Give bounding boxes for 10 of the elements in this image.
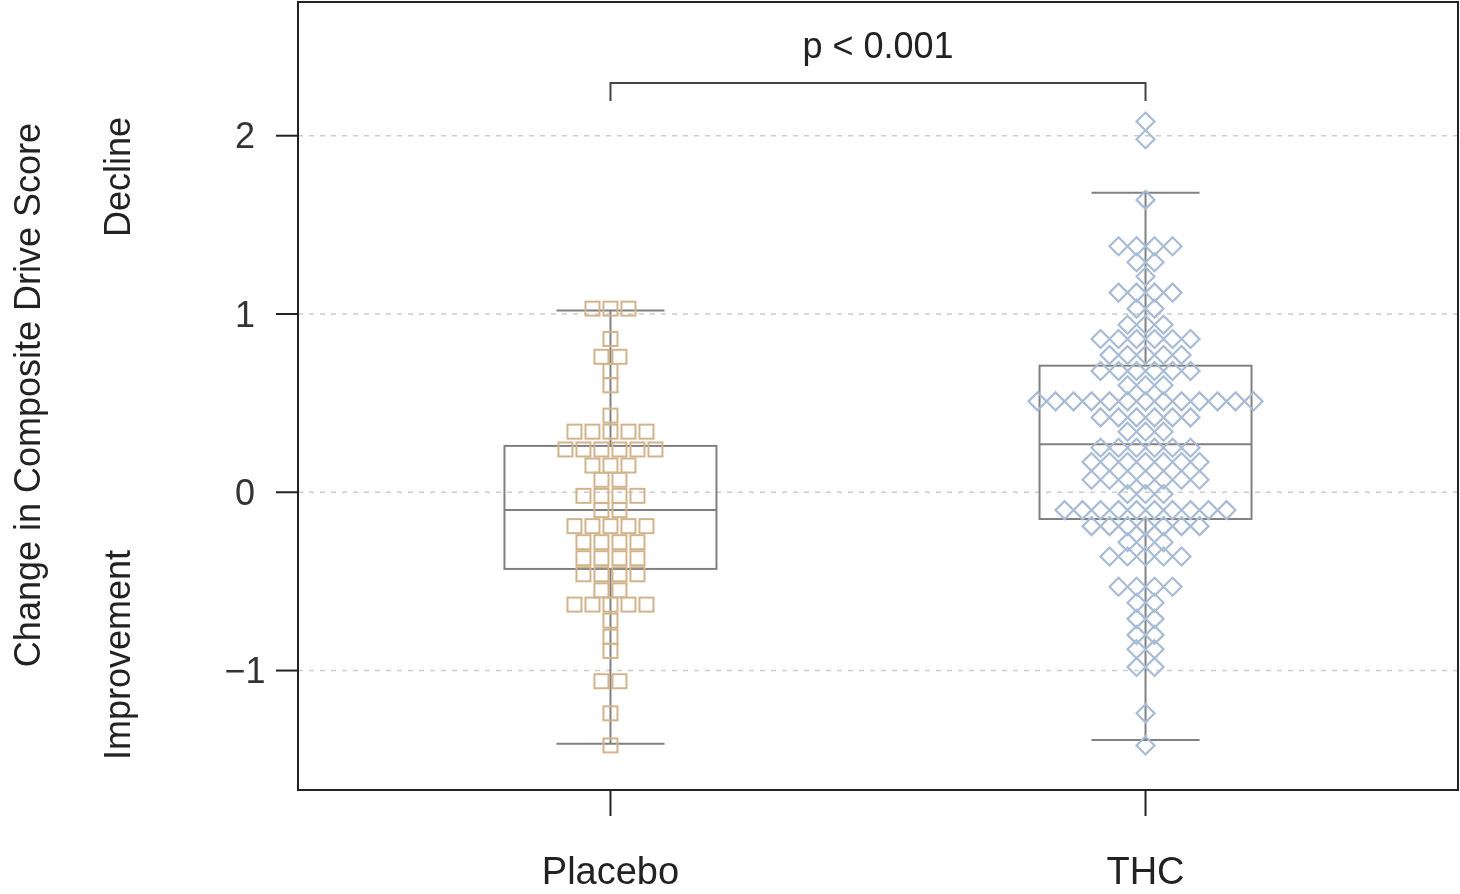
y-axis-title: Change in Composite Drive Score (7, 122, 48, 668)
y-tick-label: 0 (234, 471, 256, 513)
annotation: p < 0.001 (802, 25, 954, 66)
x-tick-label: Placebo (541, 850, 680, 892)
text: Decline (97, 116, 138, 238)
y-tick-label: 1 (234, 293, 256, 335)
text: Improvement (97, 549, 138, 761)
y-tick-label: −1 (224, 650, 266, 692)
x-tick-label: THC (1106, 850, 1185, 892)
y-tick-label: 2 (234, 115, 256, 157)
